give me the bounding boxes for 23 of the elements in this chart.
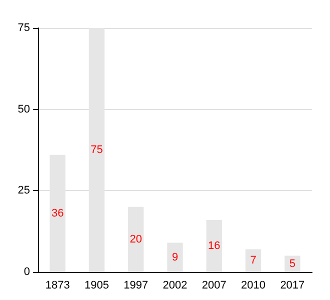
x-tick-label: 2007	[202, 280, 226, 292]
x-tick-label: 2002	[162, 280, 188, 292]
y-tick-label: 0	[24, 266, 30, 278]
x-tick-label: 1997	[124, 280, 148, 292]
x-tick-label: 2010	[241, 280, 266, 292]
data-label: 16	[208, 240, 220, 252]
x-tick-label: 1905	[84, 280, 109, 292]
y-tick-label: 25	[18, 184, 30, 197]
data-label: 7	[250, 254, 256, 267]
data-label: 9	[172, 251, 178, 264]
y-tick-label: 50	[18, 103, 30, 116]
bar	[206, 220, 222, 272]
data-label: 36	[51, 207, 64, 220]
x-tick-label: 2017	[280, 280, 305, 292]
data-label: 20	[130, 233, 142, 246]
y-tick-label: 75	[18, 22, 30, 34]
bar	[128, 206, 144, 272]
x-tick-label: 1873	[45, 280, 70, 292]
data-label: 75	[90, 144, 103, 156]
data-label: 5	[289, 258, 296, 270]
bar	[245, 249, 262, 272]
bar	[284, 256, 300, 272]
bar	[167, 242, 183, 272]
